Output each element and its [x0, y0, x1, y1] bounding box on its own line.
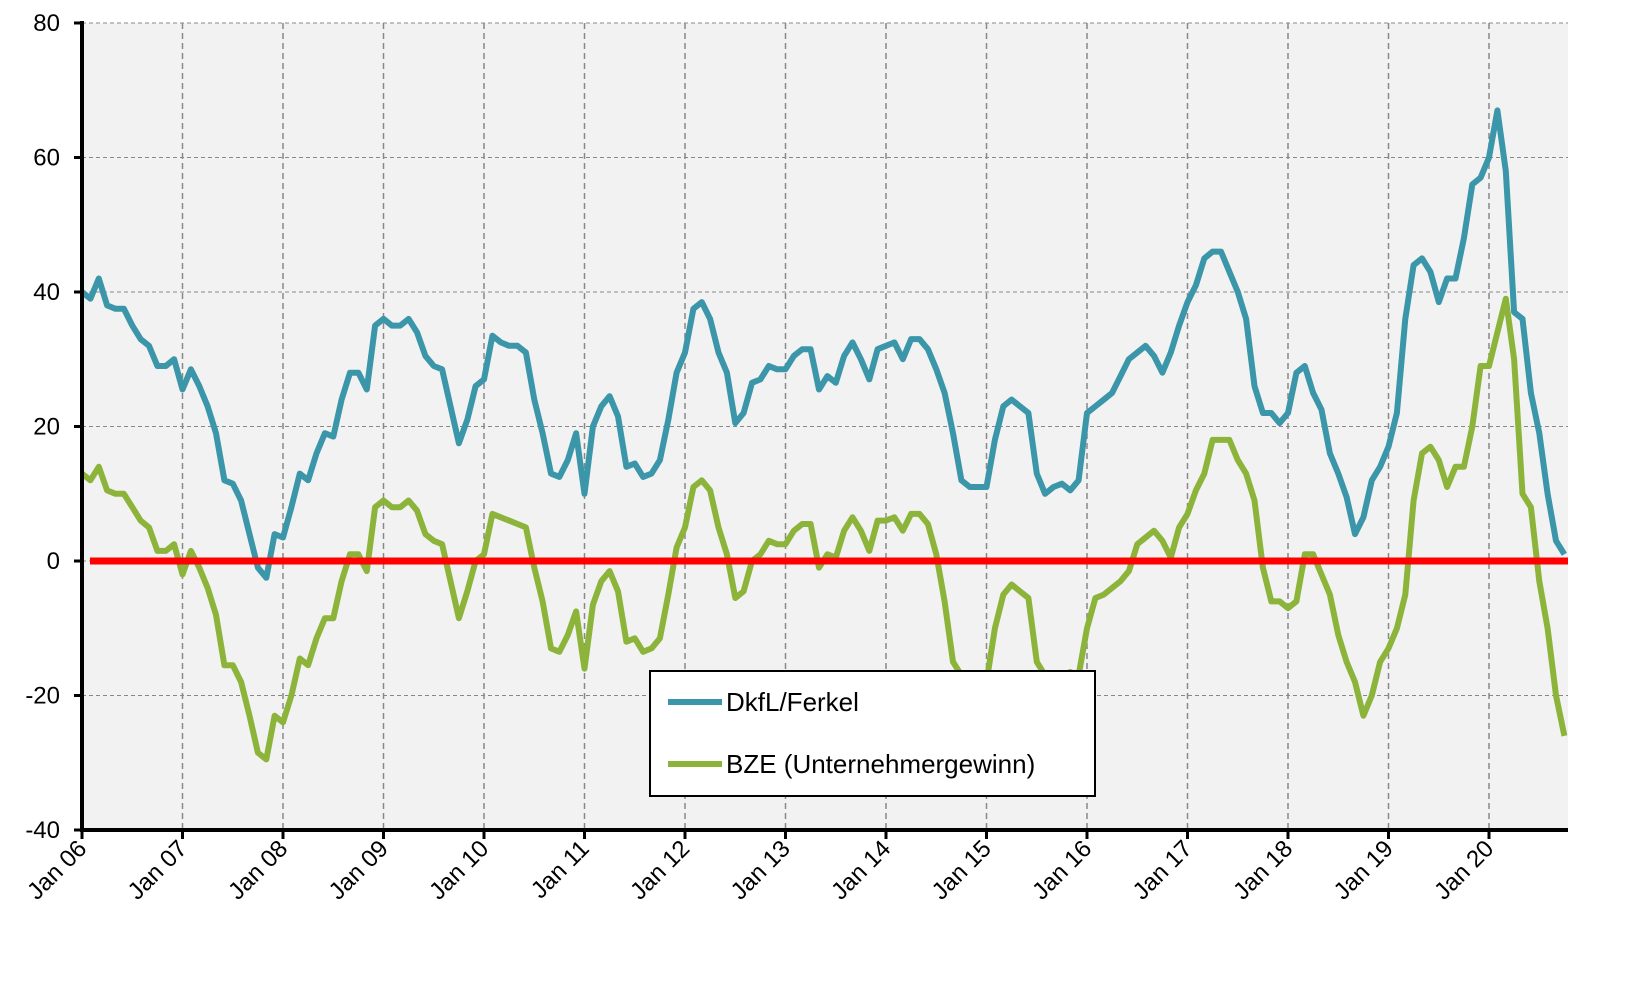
- x-tick-label: Jan 14: [826, 835, 896, 905]
- y-tick-label: 60: [33, 145, 60, 172]
- x-tick-label: Jan 18: [1228, 835, 1298, 905]
- y-tick-label: 40: [33, 279, 60, 306]
- x-tick-label: Jan 07: [123, 835, 193, 905]
- x-tick-label: Jan 20: [1429, 835, 1499, 905]
- x-tick-label: Jan 10: [424, 835, 494, 905]
- x-tick-label: Jan 08: [223, 835, 293, 905]
- x-tick-label: Jan 11: [526, 835, 595, 904]
- y-tick-label: 20: [33, 414, 60, 441]
- legend: DkfL/Ferkel BZE (Unternehmergewinn): [649, 670, 1096, 797]
- y-tick-label: 80: [33, 10, 60, 37]
- legend-label: BZE (Unternehmergewinn): [726, 749, 1035, 779]
- x-tick-label: Jan 16: [1027, 835, 1097, 905]
- legend-label: DkfL/Ferkel: [726, 687, 859, 717]
- x-tick-label: Jan 19: [1329, 835, 1399, 905]
- x-tick-label: Jan 06: [22, 835, 92, 905]
- series-line: [80, 107, 1567, 581]
- y-tick-label: -20: [25, 683, 60, 710]
- x-tick-label: Jan 17: [1128, 835, 1198, 905]
- x-tick-label: Jan 13: [726, 835, 796, 905]
- x-tick-label: Jan 15: [927, 835, 997, 905]
- y-tick-label: 0: [47, 548, 60, 575]
- x-tick-label: Jan 09: [324, 835, 394, 905]
- y-tick-label: -40: [25, 817, 60, 844]
- legend-box: [649, 670, 1096, 797]
- x-tick-label: Jan 12: [625, 835, 695, 905]
